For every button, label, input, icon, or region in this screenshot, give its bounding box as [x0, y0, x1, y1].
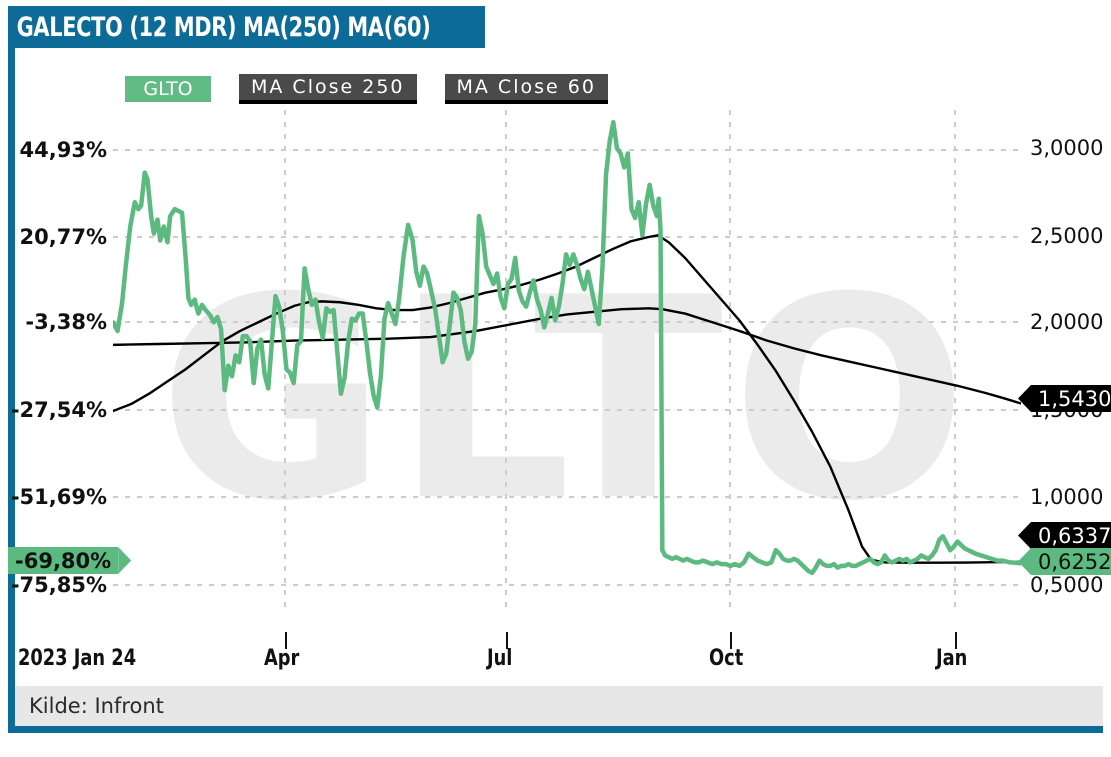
y-right-tick-0: 3,0000 — [1030, 136, 1104, 160]
flag-tip-left — [118, 547, 132, 574]
y-right-value-flag-ma250: 1,5430 — [1018, 385, 1111, 412]
y-left-tick-4: -51,69% — [10, 485, 107, 509]
legend-label-ma60: MA Close 60 — [456, 76, 596, 98]
chart-title: GALECTO (12 MDR) MA(250) MA(60) — [16, 11, 431, 43]
flag-tip-ma60 — [1018, 522, 1031, 549]
y-left-value-flag: -69,80% — [8, 547, 132, 574]
y-left-tick-0: 44,93% — [19, 138, 107, 162]
y-right-tick-1: 2,5000 — [1030, 224, 1104, 248]
chart-header: GALECTO (12 MDR) MA(250) MA(60) — [8, 6, 485, 48]
y-right-value-flag-ma60: 0,6337 — [1018, 522, 1111, 549]
y-right-value-text-glto: 0,6252 — [1031, 548, 1111, 575]
left-accent-rail — [8, 6, 15, 733]
chart-canvas — [113, 110, 1021, 610]
bottom-accent-rail — [8, 726, 1103, 733]
legend-item-ma250[interactable]: MA Close 250 — [239, 74, 417, 104]
chart-footer: Kilde: Infront — [15, 686, 1103, 726]
x-label-4: Jan — [936, 646, 968, 671]
y-right-value-text-ma250: 1,5430 — [1031, 385, 1111, 412]
y-left-value-text: -69,80% — [8, 547, 119, 574]
plot-area — [113, 110, 1021, 610]
x-tick-mark-3 — [730, 632, 732, 649]
y-right-tick-4: 1,0000 — [1030, 485, 1104, 509]
legend-item-glto[interactable]: GLTO — [125, 76, 211, 102]
legend-label-ma250: MA Close 250 — [251, 76, 405, 98]
x-label-2: Jul — [487, 646, 513, 671]
y-right-tick-2: 2,0000 — [1030, 310, 1104, 334]
x-label-0: 2023 Jan 24 — [18, 646, 137, 671]
flag-tip-glto — [1018, 548, 1031, 575]
series-line-glto — [113, 119, 1021, 576]
x-tick-mark-1 — [285, 632, 287, 649]
flag-tip-ma250 — [1018, 385, 1031, 412]
y-right-value-text-ma60: 0,6337 — [1031, 522, 1111, 549]
legend-label-glto: GLTO — [143, 78, 193, 100]
source-label: Kilde: Infront — [29, 694, 164, 718]
y-left-tick-3: -27,54% — [10, 398, 107, 422]
series-line-ma250 — [113, 307, 1021, 405]
x-tick-mark-2 — [506, 632, 508, 649]
chart-legend: GLTO MA Close 250 MA Close 60 — [125, 74, 608, 104]
x-label-3: Oct — [709, 646, 744, 671]
y-right-value-flag-glto: 0,6252 — [1018, 548, 1111, 575]
x-tick-mark-4 — [955, 632, 957, 649]
y-left-tick-5: -75,85% — [10, 573, 107, 597]
y-right-tick-5: 0,5000 — [1030, 573, 1104, 597]
legend-item-ma60[interactable]: MA Close 60 — [444, 74, 608, 104]
x-label-1: Apr — [264, 646, 300, 671]
y-left-tick-2: -3,38% — [25, 310, 107, 334]
series-line-ma60 — [113, 234, 1021, 564]
y-left-tick-1: 20,77% — [19, 225, 107, 249]
